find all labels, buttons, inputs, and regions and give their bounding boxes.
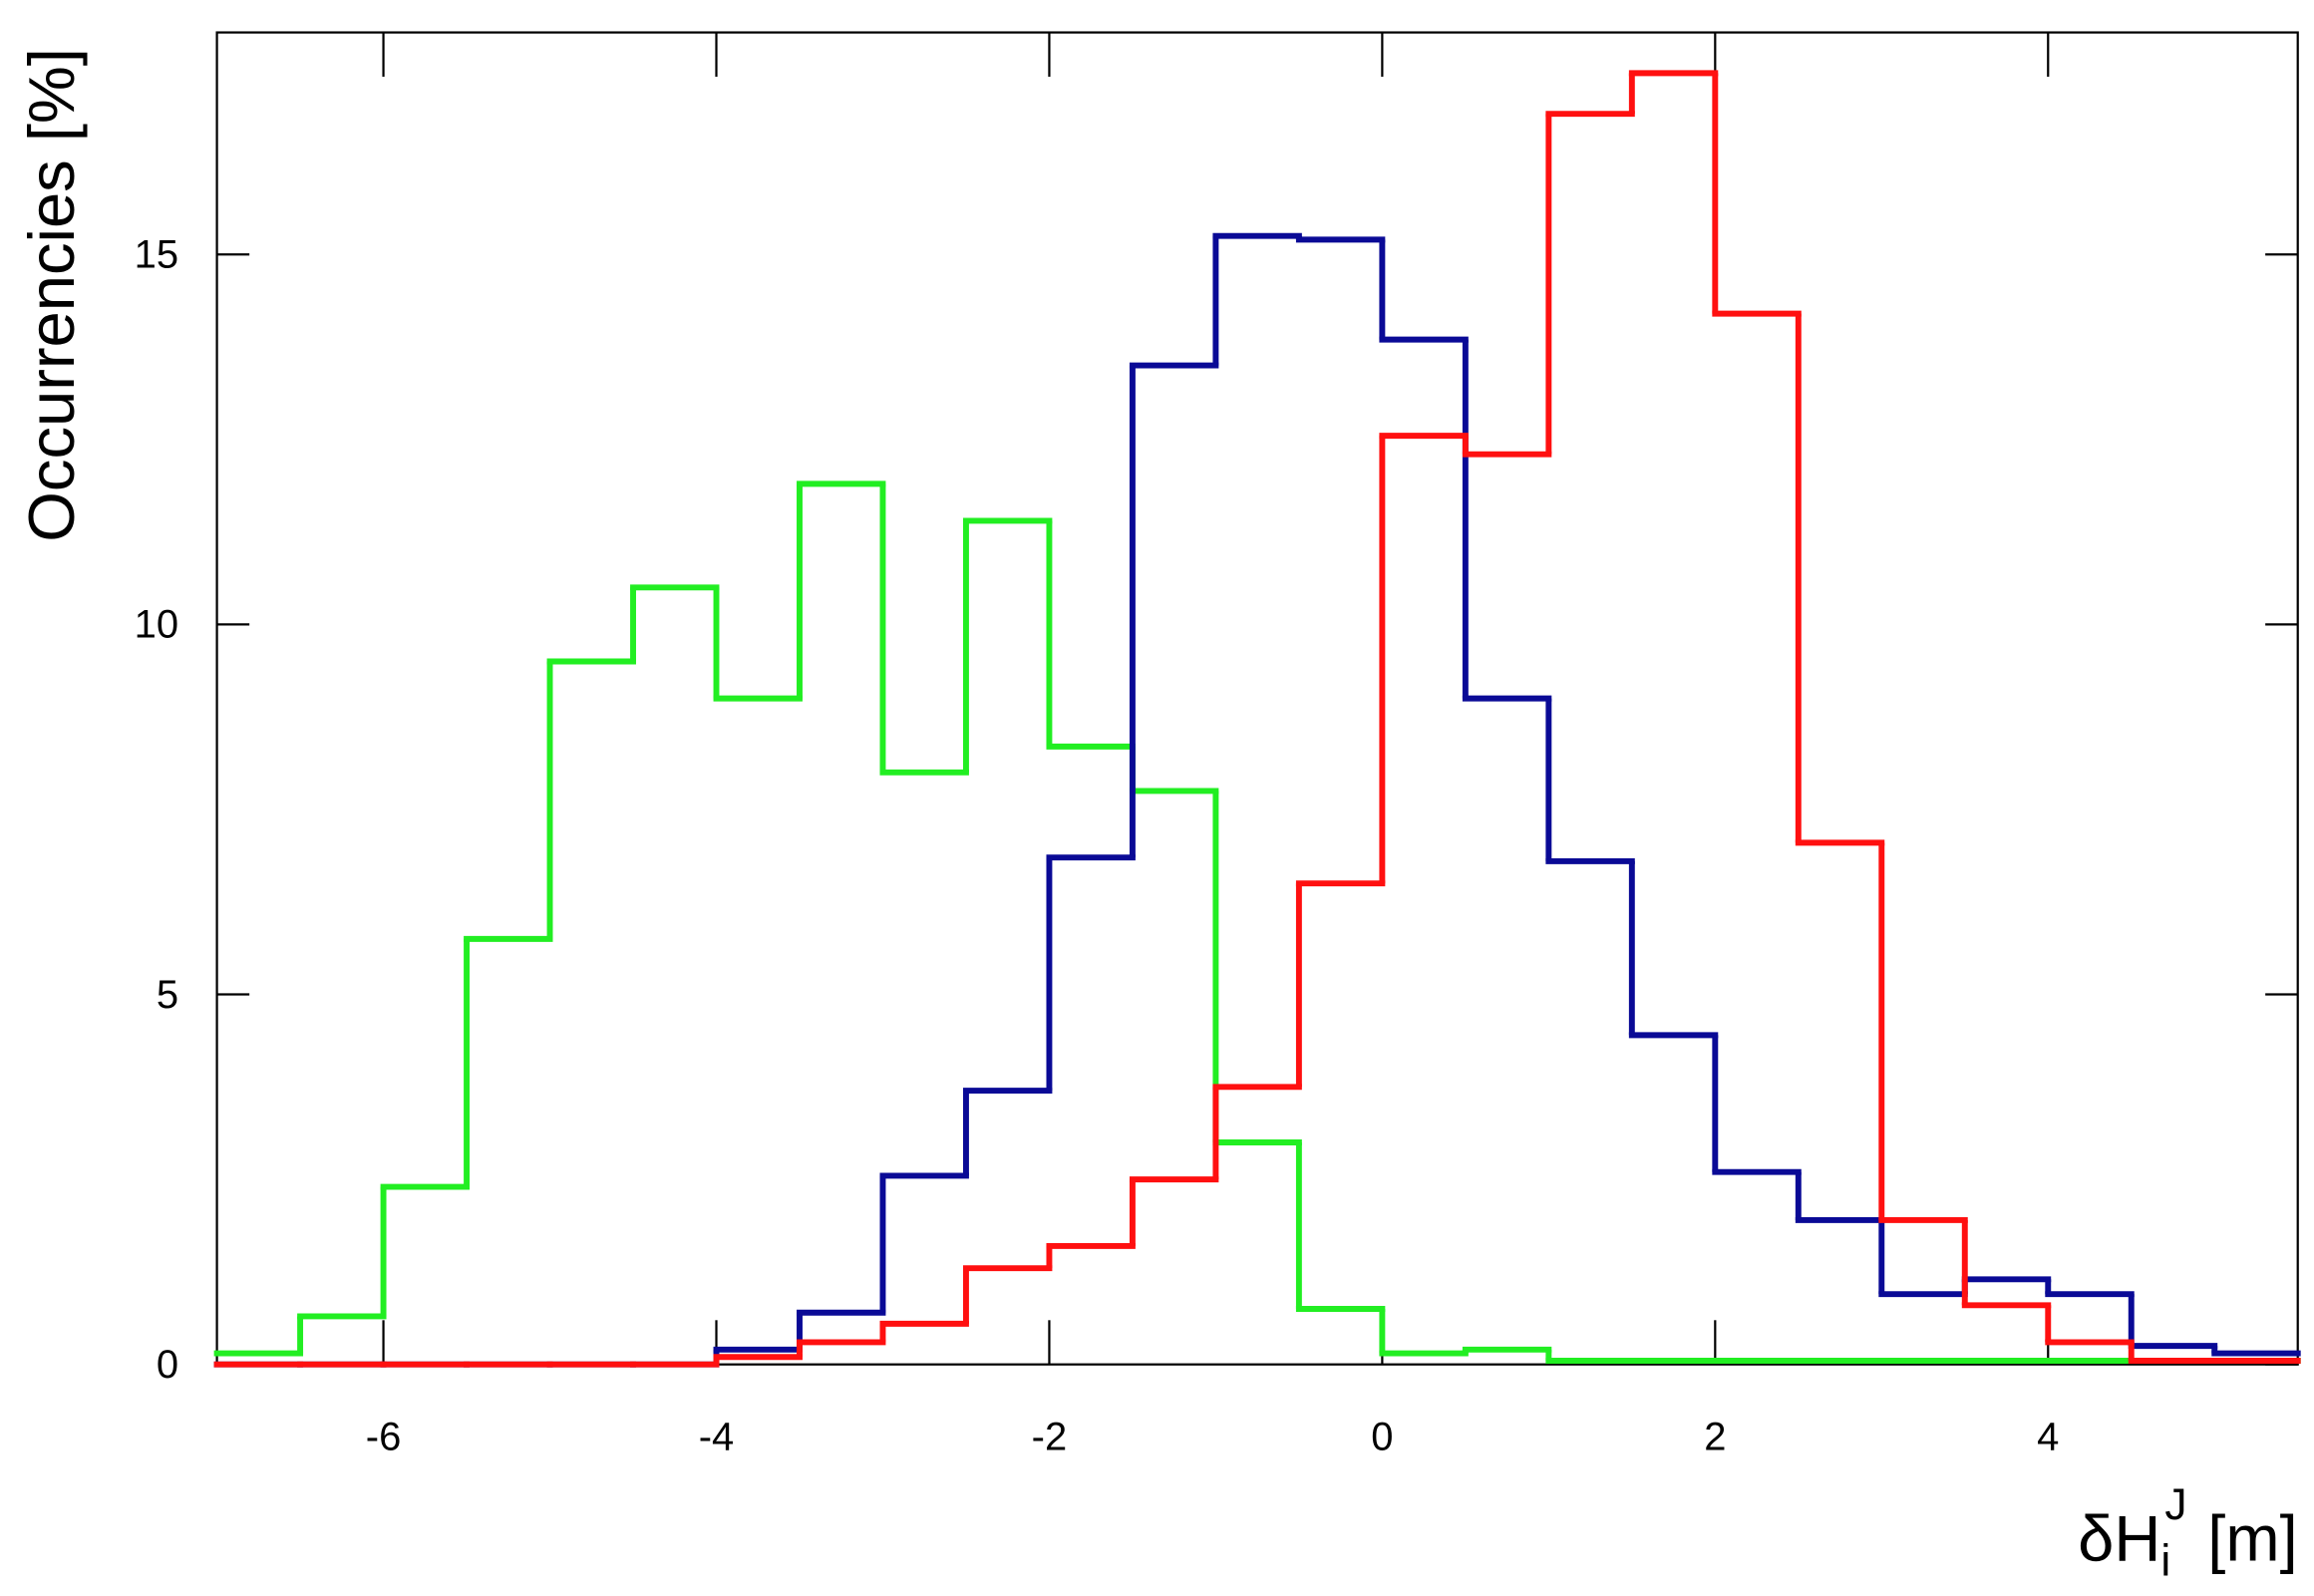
x-tick-label: -4 bbox=[699, 1416, 735, 1459]
histogram-series bbox=[213, 480, 2301, 1364]
x-title-sub: i bbox=[2160, 1536, 2170, 1585]
x-tick-label: -2 bbox=[1032, 1416, 1068, 1459]
histogram-series bbox=[213, 232, 2301, 1368]
y-tick-label: 10 bbox=[135, 603, 178, 647]
histogram-series bbox=[213, 70, 2301, 1368]
x-tick-label: -6 bbox=[366, 1416, 402, 1459]
y-tick-label: 0 bbox=[157, 1343, 178, 1387]
x-title-base: δH bbox=[2078, 1501, 2160, 1574]
x-axis-title: δHiJ [m] bbox=[2078, 1480, 2298, 1585]
x-tick-label: 4 bbox=[2037, 1416, 2059, 1459]
x-title-sup: J bbox=[2164, 1480, 2186, 1529]
y-axis-title: Occurrencies [%] bbox=[15, 48, 88, 542]
x-tick-label: 2 bbox=[1704, 1416, 1726, 1459]
y-tick-label: 15 bbox=[135, 233, 178, 277]
y-tick-label: 5 bbox=[157, 973, 178, 1017]
x-title-unit: [m] bbox=[2207, 1501, 2297, 1574]
plot-frame bbox=[215, 31, 2299, 1366]
x-tick-label: 0 bbox=[1371, 1416, 1393, 1459]
